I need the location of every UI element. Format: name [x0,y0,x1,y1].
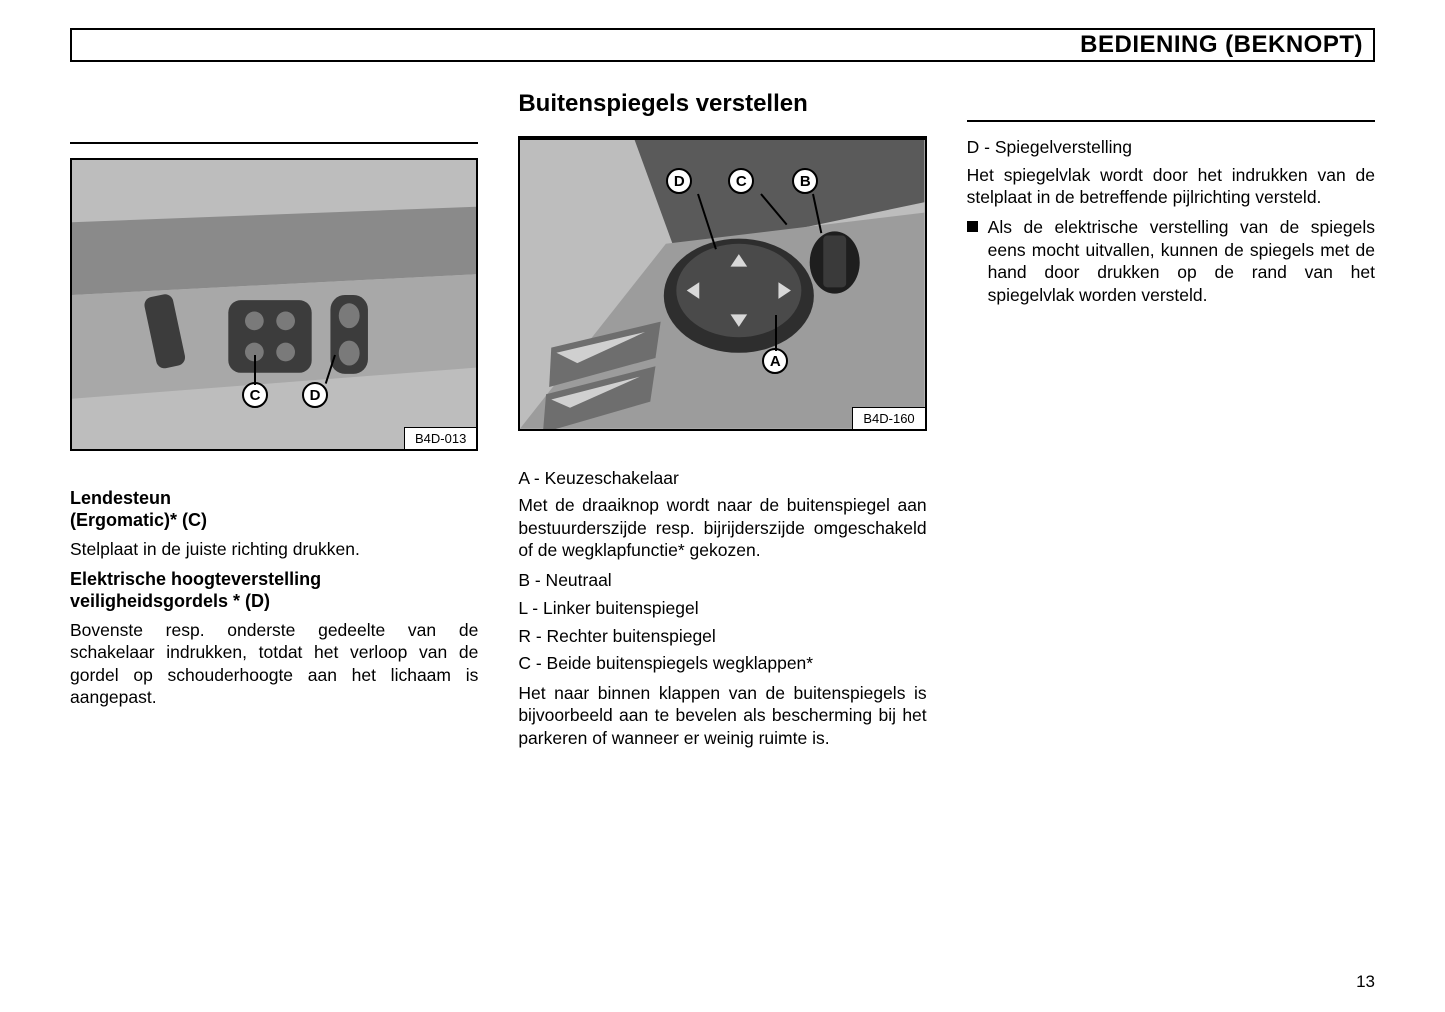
figure-label: B4D-160 [852,407,924,429]
lead-line [254,355,256,385]
gordels-heading: Elektrische hoogteverstelling veiligheid… [70,568,478,613]
square-bullet-icon [967,221,978,232]
divider [70,142,478,144]
figure-right: D C B A B4D-160 [518,138,926,431]
heading-line-1: Lendesteun [70,488,171,508]
right-column: D - Spiegelverstelling Het spiegelvlak w… [967,90,1375,757]
bullet-note: Als de elektrische verstelling van de sp… [967,216,1375,306]
d-heading: D - Spiegelverstelling [967,136,1375,160]
figure-left-illustration [72,160,476,449]
middle-column: Buitenspiegels verstellen D [518,90,926,757]
figure-left: C D B4D-013 [70,158,478,451]
a-body: Met de draaiknop wordt naar de buitenspi… [518,494,926,561]
lendesteun-heading: Lendesteun (Ergomatic)* (C) [70,487,478,532]
page-number: 13 [1356,972,1375,992]
d-body: Het spiegelvlak wordt door het indrukken… [967,164,1375,209]
divider [967,120,1375,122]
b-line: B - Neutraal [518,569,926,593]
callout-c: C [242,382,268,408]
lendesteun-body: Stelplaat in de juiste richting drukken. [70,538,478,560]
callout-d: D [302,382,328,408]
fold-body: Het naar binnen klappen van de buitenspi… [518,682,926,749]
content-columns: C D B4D-013 Lendesteun (Ergomatic)* (C) … [70,90,1375,757]
left-column: C D B4D-013 Lendesteun (Ergomatic)* (C) … [70,142,478,757]
r-line: R - Rechter buitenspiegel [518,625,926,649]
a-heading: A - Keuzeschakelaar [518,467,926,491]
header-bar: BEDIENING (BEKNOPT) [70,28,1375,62]
header-title: BEDIENING (BEKNOPT) [1080,31,1363,59]
c-line: C - Beide buitenspiegels wegklappen* [518,652,926,676]
figure-label: B4D-013 [404,427,476,449]
section-title: Buitenspiegels verstellen [518,90,926,118]
bullet-text: Als de elektrische verstelling van de sp… [988,216,1375,306]
gordels-body: Bovenste resp. onderste gedeelte van de … [70,619,478,709]
lead-line [775,315,777,351]
figure-right-illustration [520,140,924,429]
l-line: L - Linker buitenspiegel [518,597,926,621]
heading-line-2: (Ergomatic)* (C) [70,510,207,530]
